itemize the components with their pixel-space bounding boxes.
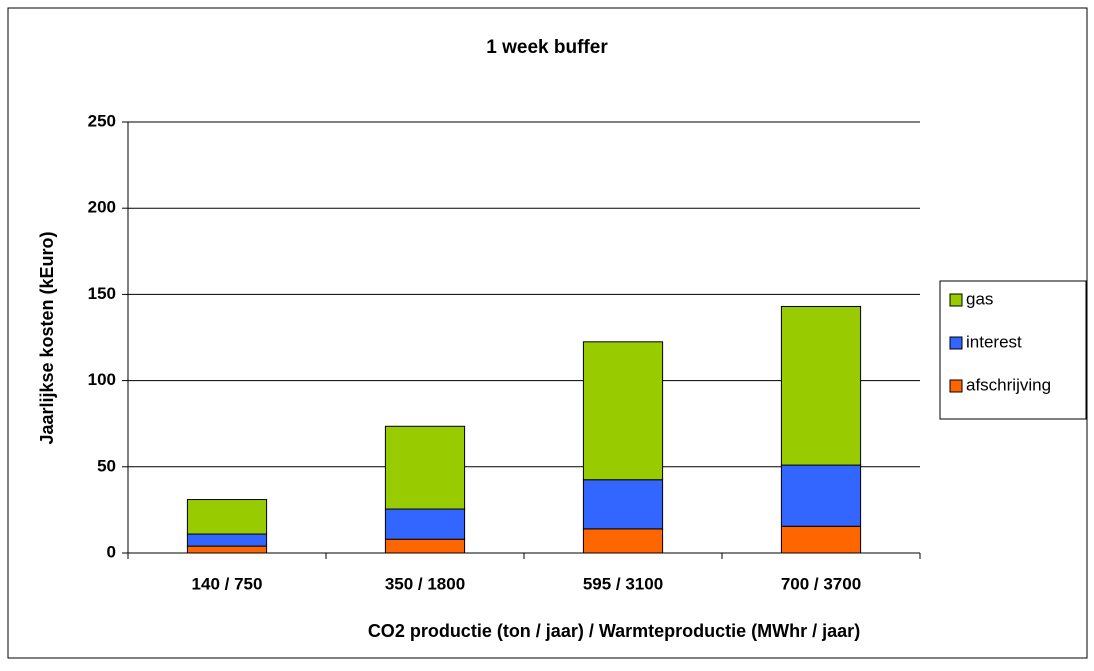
x-axis-label: CO2 productie (ton / jaar) / Warmteprodu… bbox=[368, 621, 860, 641]
bar-segment bbox=[780, 305, 862, 466]
legend-swatch bbox=[949, 293, 963, 307]
bar-segment bbox=[186, 545, 268, 554]
bar-segment bbox=[384, 425, 466, 510]
legend-swatch bbox=[949, 379, 963, 393]
legend-label: afschrijving bbox=[966, 375, 1051, 394]
bar-segment bbox=[186, 499, 268, 535]
x-tick-label: 595 / 3100 bbox=[583, 574, 663, 593]
legend-swatch bbox=[949, 336, 963, 350]
y-tick-label: 50 bbox=[97, 456, 116, 475]
bar-segment bbox=[780, 464, 862, 527]
bar-segment bbox=[780, 525, 862, 554]
x-tick-label: 350 / 1800 bbox=[385, 574, 465, 593]
y-tick-label: 200 bbox=[88, 198, 116, 217]
bar-segment bbox=[384, 508, 466, 540]
y-axis-label: Jaarlijkse kosten (kEuro) bbox=[37, 231, 57, 444]
y-tick-label: 150 bbox=[88, 284, 116, 303]
x-tick-label: 140 / 750 bbox=[192, 574, 263, 593]
y-tick-label: 100 bbox=[88, 370, 116, 389]
bar-segment bbox=[384, 538, 466, 554]
chart-border bbox=[7, 7, 1088, 659]
bar-segment bbox=[186, 533, 268, 547]
legend-label: interest bbox=[966, 332, 1022, 351]
legend-label: gas bbox=[966, 289, 993, 308]
y-tick-label: 250 bbox=[88, 111, 116, 130]
bar-segment bbox=[582, 479, 664, 530]
x-tick-label: 700 / 3700 bbox=[781, 574, 861, 593]
y-tick-label: 0 bbox=[107, 542, 116, 561]
bar-segment bbox=[582, 341, 664, 481]
legend-box bbox=[939, 280, 1087, 420]
bar-segment bbox=[582, 528, 664, 554]
chart-title: 1 week buffer bbox=[486, 37, 608, 58]
